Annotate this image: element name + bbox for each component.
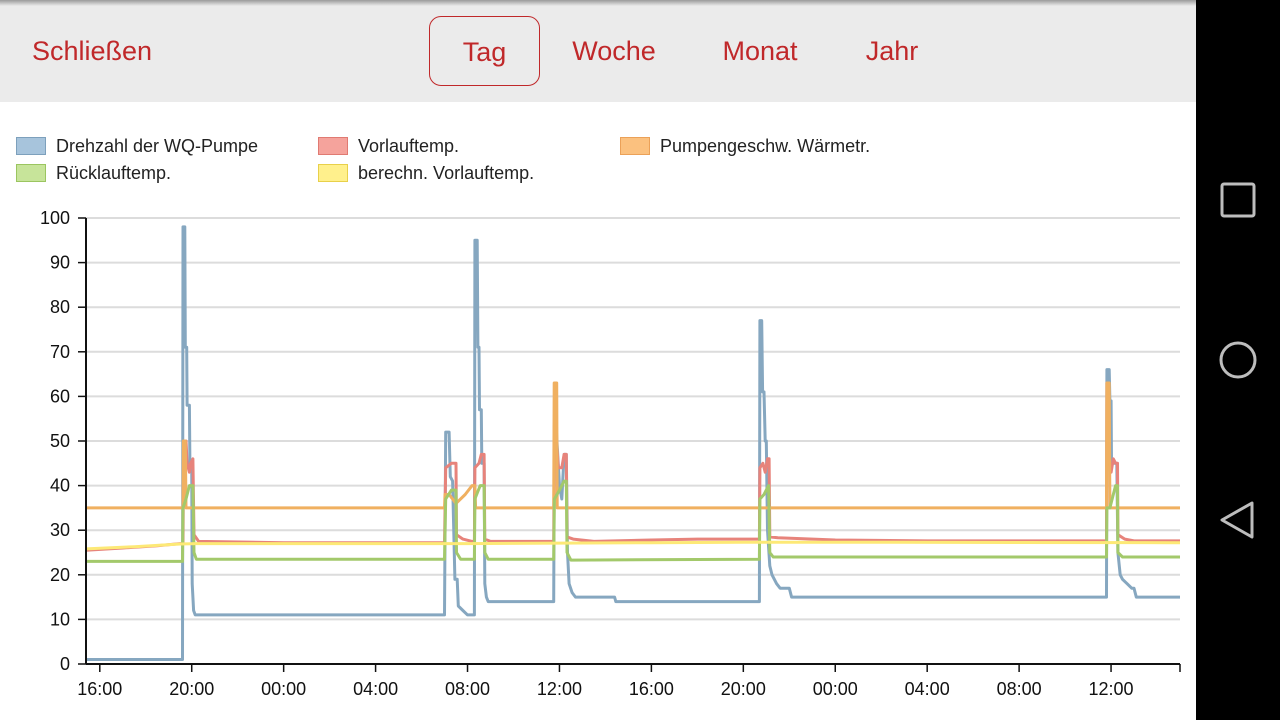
legend-label: berechn. Vorlauftemp. [358, 163, 535, 183]
x-tick-label: 00:00 [813, 679, 858, 699]
y-tick-label: 50 [50, 431, 70, 451]
tab-year[interactable]: Jahr [865, 36, 919, 66]
series-line [85, 540, 1181, 551]
y-tick-label: 80 [50, 297, 70, 317]
legend-swatch-vorlauf [318, 137, 348, 155]
y-tick-label: 60 [50, 386, 70, 406]
tab-week[interactable]: Woche [572, 36, 656, 66]
legend-swatch-ruecklauf [16, 164, 46, 182]
recent-apps-icon[interactable] [1208, 170, 1268, 230]
series-line [86, 381, 1180, 510]
series-line [86, 479, 1180, 563]
series-line [85, 381, 1180, 552]
android-navigation-bar [1196, 0, 1280, 720]
x-tick-label: 08:00 [445, 679, 490, 699]
legend-swatch-drehzahl [16, 137, 46, 155]
x-tick-label: 08:00 [997, 679, 1042, 699]
axes: 0 10 20 30 40 50 60 70 80 90 100 16:00 20:00 00:00 04:… [40, 208, 1181, 699]
y-tick-label: 100 [40, 208, 70, 228]
x-tick-label: 04:00 [353, 679, 398, 699]
y-tick-label: 70 [50, 342, 70, 362]
legend-label: Vorlauftemp. [358, 136, 460, 156]
legend-label: Pumpengeschw. Wärmetr. [660, 136, 871, 156]
close-button[interactable]: Schließen [32, 36, 153, 66]
x-tick-label: 12:00 [537, 679, 582, 699]
tab-month[interactable]: Monat [722, 36, 798, 66]
x-tick-label: 12:00 [1089, 679, 1134, 699]
legend-label: Drehzahl der WQ-Pumpe [56, 136, 259, 156]
top-toolbar: Schließen Tag Woche Monat Jahr [0, 0, 1196, 102]
y-tick-label: 10 [50, 609, 70, 629]
home-icon[interactable] [1208, 330, 1268, 390]
x-tick-label: 16:00 [629, 679, 674, 699]
y-tick-label: 0 [60, 654, 70, 674]
x-tick-label: 04:00 [905, 679, 950, 699]
legend-swatch-pumpen [620, 137, 650, 155]
y-tick-label: 20 [50, 565, 70, 585]
y-tick-label: 30 [50, 520, 70, 540]
x-tick-label: 16:00 [77, 679, 122, 699]
x-tick-label: 20:00 [169, 679, 214, 699]
grid-lines [86, 217, 1180, 621]
y-tick-label: 40 [50, 476, 70, 496]
legend-label: Rücklauftemp. [56, 163, 172, 183]
x-tick-label: 20:00 [721, 679, 766, 699]
legend-swatch-berechn [318, 164, 348, 182]
y-tick-label: 90 [50, 253, 70, 273]
x-tick-label: 00:00 [261, 679, 306, 699]
tab-day[interactable]: Tag [429, 16, 540, 86]
series-line [86, 225, 1180, 661]
series-lines [85, 225, 1181, 661]
back-icon[interactable] [1208, 490, 1268, 550]
line-chart: 0 10 20 30 40 50 60 70 80 90 100 16:00 20:00 00:00 04:… [40, 208, 1181, 699]
